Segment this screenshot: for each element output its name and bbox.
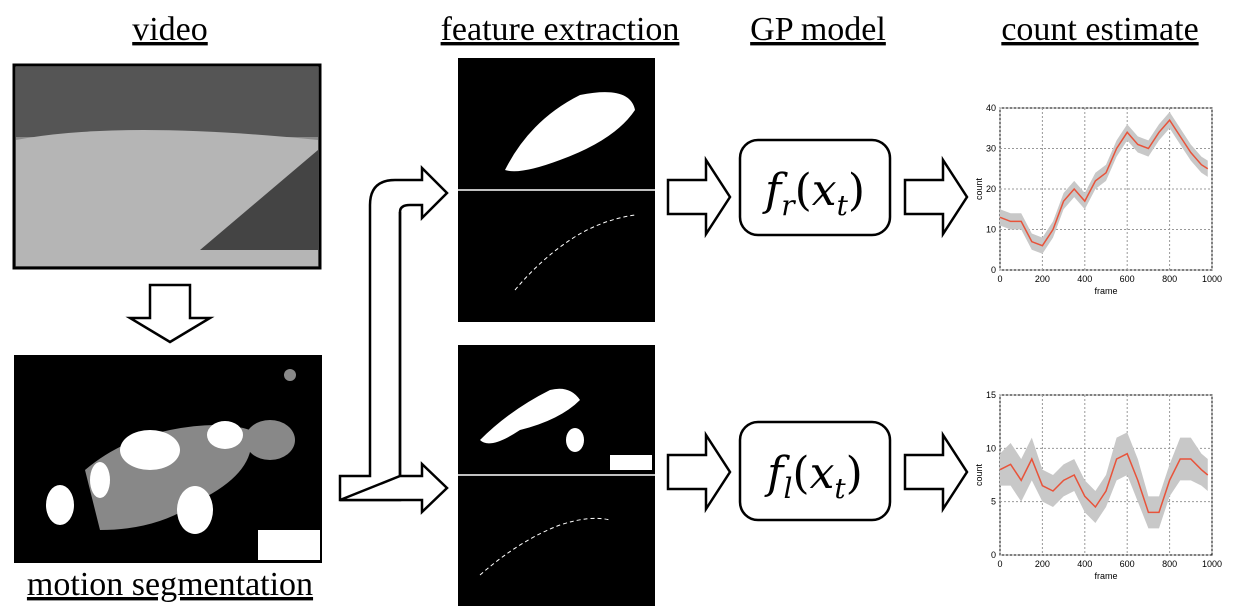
y-tick-label: 0 xyxy=(991,265,996,275)
x-tick-label: 1000 xyxy=(1202,559,1222,569)
y-tick-label: 30 xyxy=(986,144,996,154)
arrow xyxy=(668,160,730,234)
x-tick-label: 600 xyxy=(1120,274,1135,284)
diagram: video feature extraction GP model count … xyxy=(0,0,1233,606)
y-tick-label: 10 xyxy=(986,225,996,235)
y-tick-label: 15 xyxy=(986,390,996,400)
y-axis-label: count xyxy=(974,177,984,200)
feature-image xyxy=(458,58,655,606)
x-tick-label: 600 xyxy=(1120,559,1135,569)
formula-part: l xyxy=(783,472,792,505)
y-tick-label: 5 xyxy=(991,497,996,507)
formula-part: ( xyxy=(792,448,809,499)
heading: feature extraction xyxy=(441,11,680,48)
formula-part: ) xyxy=(846,448,863,499)
x-tick-label: 1000 xyxy=(1202,274,1222,284)
y-tick-label: 40 xyxy=(986,103,996,113)
heading: GP model xyxy=(750,11,886,48)
model-formula: fl(xt) xyxy=(764,448,863,505)
formula-part: t xyxy=(834,472,846,505)
y-tick-label: 20 xyxy=(986,184,996,194)
arrow xyxy=(668,435,730,509)
x-axis-label: frame xyxy=(1094,286,1117,296)
heading: motion segmentation xyxy=(27,566,313,603)
x-tick-label: 400 xyxy=(1077,274,1092,284)
segmentation-image xyxy=(14,355,322,563)
x-tick-label: 800 xyxy=(1162,559,1177,569)
arrow xyxy=(130,285,210,342)
heading: count estimate xyxy=(1001,11,1198,48)
arrow xyxy=(905,435,967,509)
y-tick-label: 0 xyxy=(991,550,996,560)
x-tick-label: 0 xyxy=(997,559,1002,569)
x-tick-label: 200 xyxy=(1035,274,1050,284)
x-axis-label: frame xyxy=(1094,571,1117,581)
formula-part: t xyxy=(837,189,849,222)
arrow xyxy=(340,168,447,500)
x-tick-label: 800 xyxy=(1162,274,1177,284)
x-tick-label: 400 xyxy=(1077,559,1092,569)
formula-part: ( xyxy=(795,165,812,216)
video-frame xyxy=(14,65,320,268)
y-tick-label: 10 xyxy=(986,443,996,453)
model-formula: fr(xt) xyxy=(762,165,865,222)
x-tick-label: 200 xyxy=(1035,559,1050,569)
formula-part: x xyxy=(810,448,835,499)
formula-part: x xyxy=(812,165,837,216)
x-tick-label: 0 xyxy=(997,274,1002,284)
y-axis-label: count xyxy=(974,463,984,486)
arrow xyxy=(905,160,967,234)
formula-part: ) xyxy=(848,165,865,216)
heading: video xyxy=(132,11,208,48)
